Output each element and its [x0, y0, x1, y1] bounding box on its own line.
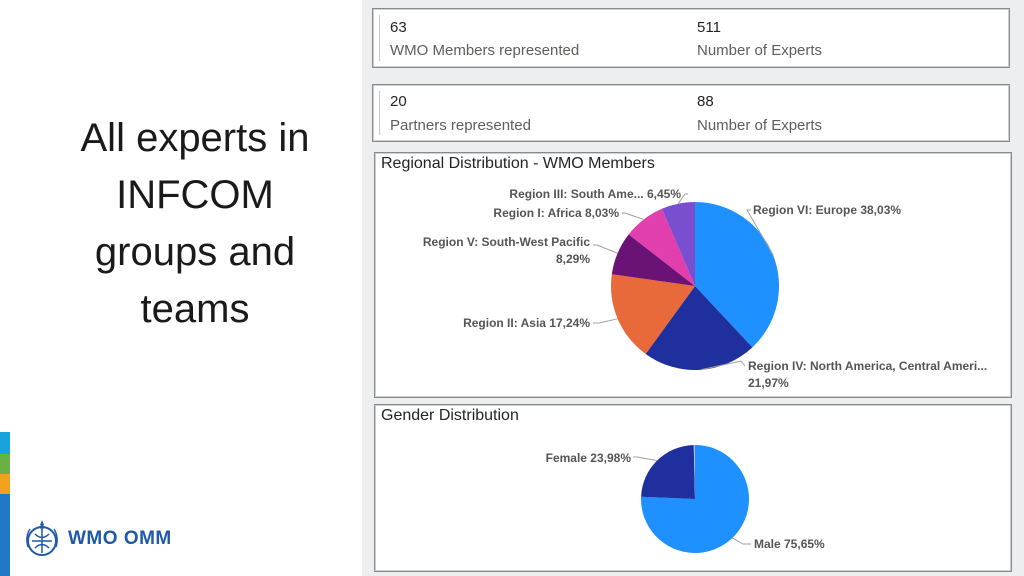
gender-leader-line — [633, 456, 658, 461]
regional-leader-line — [593, 244, 618, 254]
gender-distribution-card[interactable]: Gender Distribution Male 75,65% Female 23… — [374, 404, 1012, 572]
kpi-partners-label: Partners represented — [390, 117, 531, 134]
gender-slice[interactable] — [693, 444, 695, 499]
wmo-emblem-icon — [26, 520, 58, 556]
regional-slice-label: Region II: Asia 17,24% — [463, 316, 590, 330]
title-line: INFCOM — [116, 173, 274, 217]
color-strip-blue — [0, 432, 10, 454]
regional-chart-title: Regional Distribution - WMO Members — [381, 155, 655, 172]
regional-distribution-card[interactable]: Regional Distribution - WMO Members Regi… — [374, 152, 1012, 398]
dashboard-panel: 63 WMO Members represented 511 Number of… — [362, 0, 1024, 576]
title-line: All experts in — [80, 116, 310, 160]
regional-leader-line — [700, 360, 746, 371]
gender-slice-label: Male 75,65% — [754, 537, 825, 551]
gender-chart-title: Gender Distribution — [381, 407, 519, 424]
regional-slice[interactable] — [628, 208, 695, 286]
kpi-members-value: 63 — [390, 19, 407, 36]
regional-pie-chart[interactable]: Region VI: Europe 38,03% Region IV: North… — [375, 153, 1011, 397]
title-line: teams — [140, 287, 250, 331]
regional-leader-line — [746, 209, 774, 256]
regional-slice-label: 8,29% — [556, 252, 590, 266]
color-strip-green — [0, 454, 10, 474]
kpi-accent-bar — [379, 91, 380, 135]
gender-pie-chart[interactable]: Male 75,65% Female 23,98% — [375, 405, 1011, 571]
kpi-accent-bar — [379, 15, 380, 61]
kpi-experts-value: 511 — [697, 19, 721, 36]
regional-slice-label: Region V: South-West Pacific — [423, 235, 590, 249]
regional-slice[interactable] — [610, 274, 695, 354]
kpi-members-label: WMO Members represented — [390, 42, 580, 59]
logo-text: WMO OMM — [68, 528, 172, 549]
regional-slice-label: Region IV: North America, Central Ameri.… — [748, 359, 987, 373]
kpi-partners-value: 20 — [390, 93, 407, 110]
kpi-card-partners[interactable]: 20 Partners represented 88 Number of Exp… — [372, 84, 1010, 142]
regional-slice-label: 21,97% — [748, 376, 789, 390]
kpi-partner-experts-label: Number of Experts — [697, 117, 823, 134]
regional-leader-line — [593, 318, 618, 324]
color-strip-darkblue — [0, 494, 10, 576]
wmo-logo: WMO OMM — [22, 517, 172, 561]
kpi-partner-experts-value: 88 — [697, 93, 714, 110]
color-strip-orange — [0, 474, 10, 494]
gender-slice[interactable] — [641, 445, 750, 553]
regional-leader-line — [677, 193, 688, 205]
regional-slice[interactable] — [695, 202, 780, 348]
regional-slice[interactable] — [661, 202, 695, 286]
regional-slice-label: Region VI: Europe 38,03% — [753, 203, 901, 217]
regional-leader-line — [622, 212, 644, 220]
gender-slice-label: Female 23,98% — [546, 451, 632, 465]
regional-slice[interactable] — [645, 286, 753, 371]
title-line: groups and — [94, 230, 296, 274]
gender-leader-line — [732, 537, 751, 545]
regional-slice-label: Region I: Africa 8,03% — [493, 206, 619, 220]
regional-slice[interactable] — [611, 234, 695, 286]
kpi-card-members[interactable]: 63 WMO Members represented 511 Number of… — [372, 8, 1010, 68]
slide-title: All experts in INFCOM groups and teams — [40, 110, 350, 338]
regional-slice-label: Region III: South Ame... 6,45% — [509, 187, 681, 201]
kpi-experts-label: Number of Experts — [697, 42, 823, 59]
gender-slice[interactable] — [641, 445, 695, 499]
